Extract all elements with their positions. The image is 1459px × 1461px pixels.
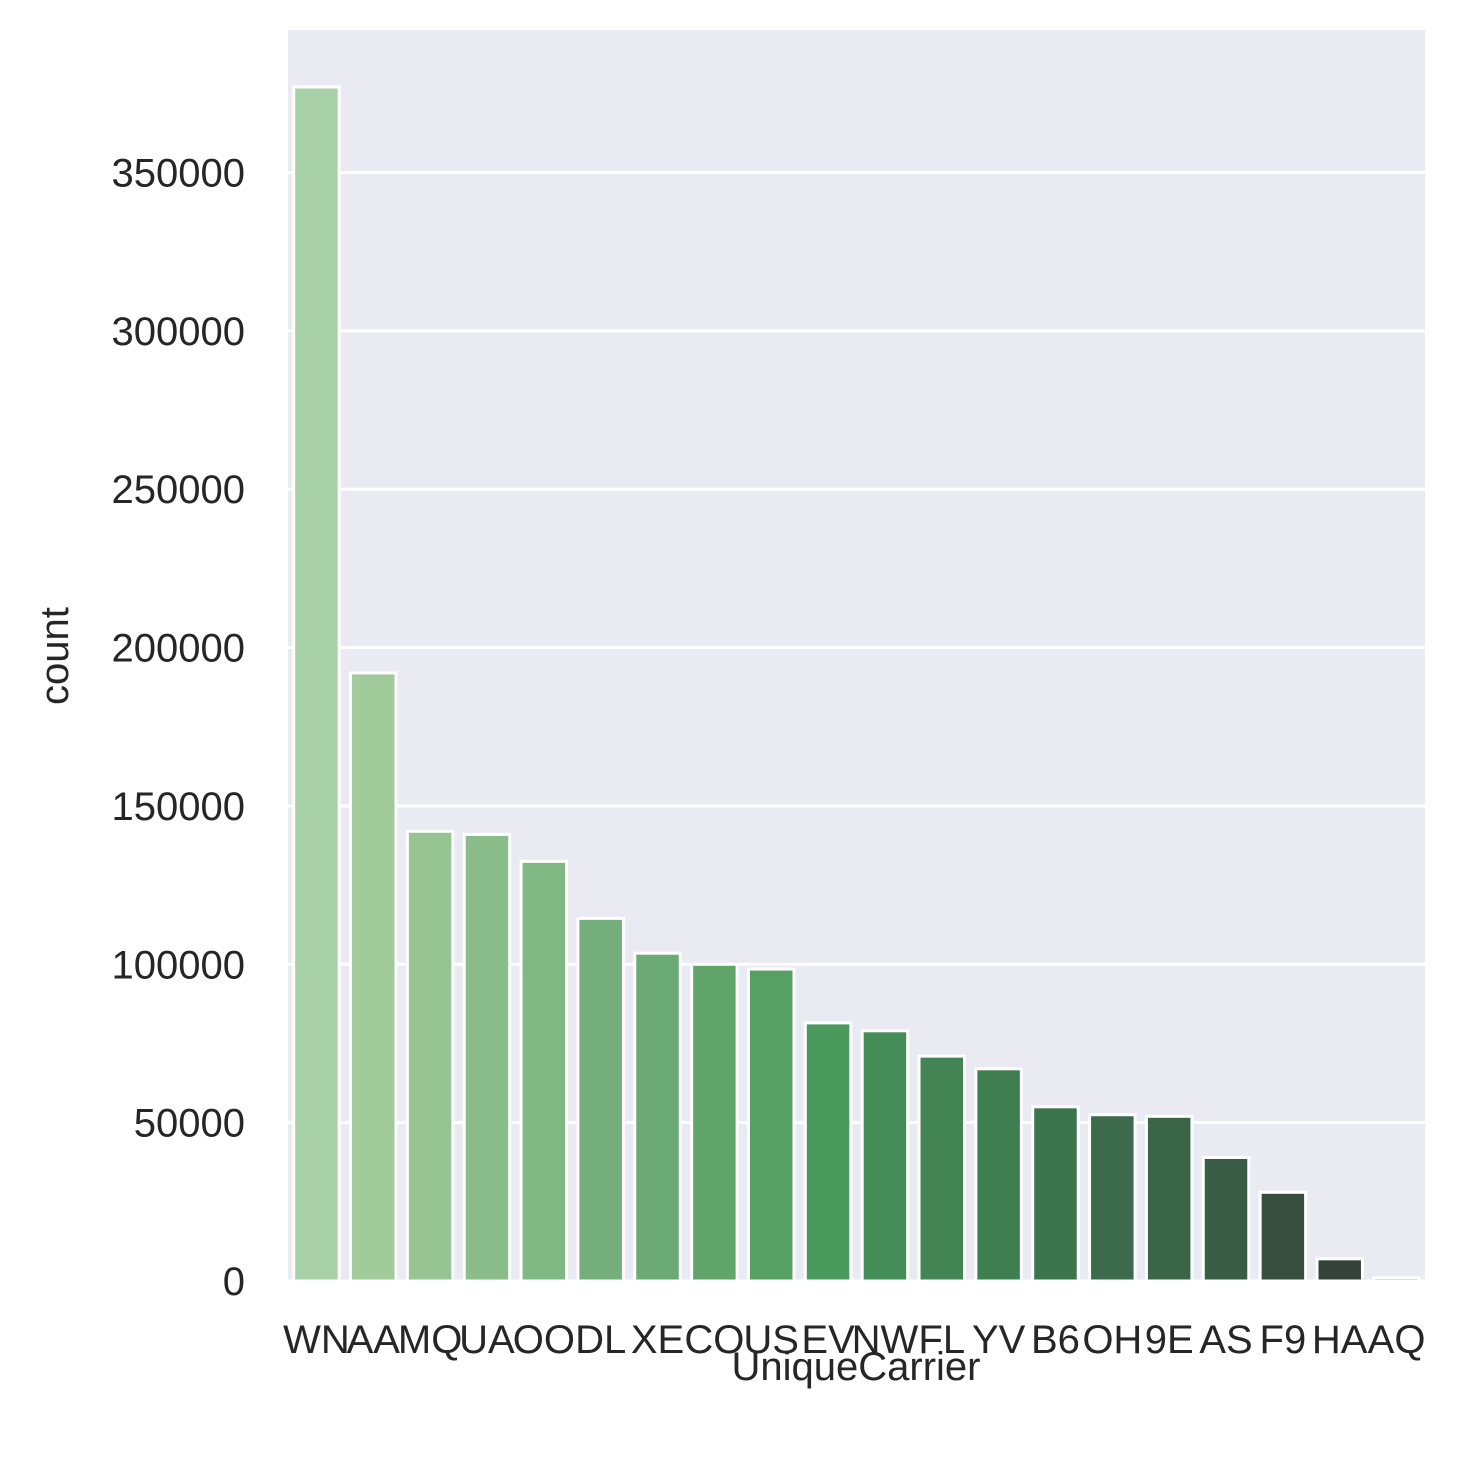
y-tick-label: 350000 xyxy=(112,152,245,196)
bar-EV xyxy=(803,1021,853,1283)
y-tick-label: 50000 xyxy=(134,1102,245,1146)
x-tick-label-US: US xyxy=(743,1318,799,1362)
x-tick-label-OH: OH xyxy=(1082,1318,1142,1362)
x-tick-label-AA: AA xyxy=(347,1318,401,1362)
x-tick-label-UA: UA xyxy=(459,1318,515,1362)
bars xyxy=(292,85,1421,1283)
bar-B6 xyxy=(1031,1105,1080,1283)
x-tick-label-HA: HA xyxy=(1312,1318,1368,1362)
bar-AQ xyxy=(1372,1276,1421,1283)
y-tick-label: 0 xyxy=(223,1260,245,1304)
bar-F9 xyxy=(1258,1190,1308,1283)
x-tick-label-FL: FL xyxy=(918,1318,965,1362)
x-tick-label-WN: WN xyxy=(283,1318,350,1362)
bar-WN xyxy=(292,85,341,1283)
bar-MQ xyxy=(405,829,455,1283)
x-tick-label-XE: XE xyxy=(631,1318,684,1362)
x-tick-label-EV: EV xyxy=(801,1318,855,1362)
bar-AS xyxy=(1201,1155,1251,1283)
bar-OH xyxy=(1088,1113,1137,1283)
x-tick-label-AQ: AQ xyxy=(1368,1318,1426,1362)
bar-NW xyxy=(860,1029,910,1283)
bar-DL xyxy=(576,916,625,1283)
bar-HA xyxy=(1315,1257,1364,1283)
y-axis-label: count xyxy=(33,607,77,705)
bar-YV xyxy=(974,1067,1023,1283)
y-tick-labels: 0 50000 100000 150000 200000 250000 300000 3500… xyxy=(112,152,245,1304)
bar-CO xyxy=(690,962,739,1283)
bar-US xyxy=(746,967,796,1283)
x-tick-label-F9: F9 xyxy=(1260,1318,1307,1362)
x-tick-label-B6: B6 xyxy=(1031,1318,1080,1362)
y-tick-label: 100000 xyxy=(112,943,245,987)
plot-background xyxy=(288,30,1425,1281)
x-axis-label: UniqueCarrier xyxy=(732,1345,981,1389)
bar-AA xyxy=(349,671,398,1283)
bar-9E xyxy=(1144,1114,1194,1283)
bar-FL xyxy=(917,1054,967,1283)
bar-UA xyxy=(462,832,512,1283)
bar-OO xyxy=(519,859,569,1283)
x-tick-label-CO: CO xyxy=(684,1318,744,1362)
x-tick-label-NW: NW xyxy=(852,1318,919,1362)
bar-XE xyxy=(633,951,682,1283)
x-tick-label-DL: DL xyxy=(575,1318,626,1362)
y-tick-label: 250000 xyxy=(112,468,245,512)
x-tick-label-9E: 9E xyxy=(1145,1318,1194,1362)
x-tick-label-YV: YV xyxy=(972,1318,1026,1362)
x-tick-label-OO: OO xyxy=(513,1318,575,1362)
x-tick-label-MQ: MQ xyxy=(398,1318,462,1362)
x-tick-label-AS: AS xyxy=(1199,1318,1252,1362)
y-tick-label: 300000 xyxy=(112,310,245,354)
y-tick-label: 200000 xyxy=(112,627,245,671)
y-tick-label: 150000 xyxy=(112,785,245,829)
